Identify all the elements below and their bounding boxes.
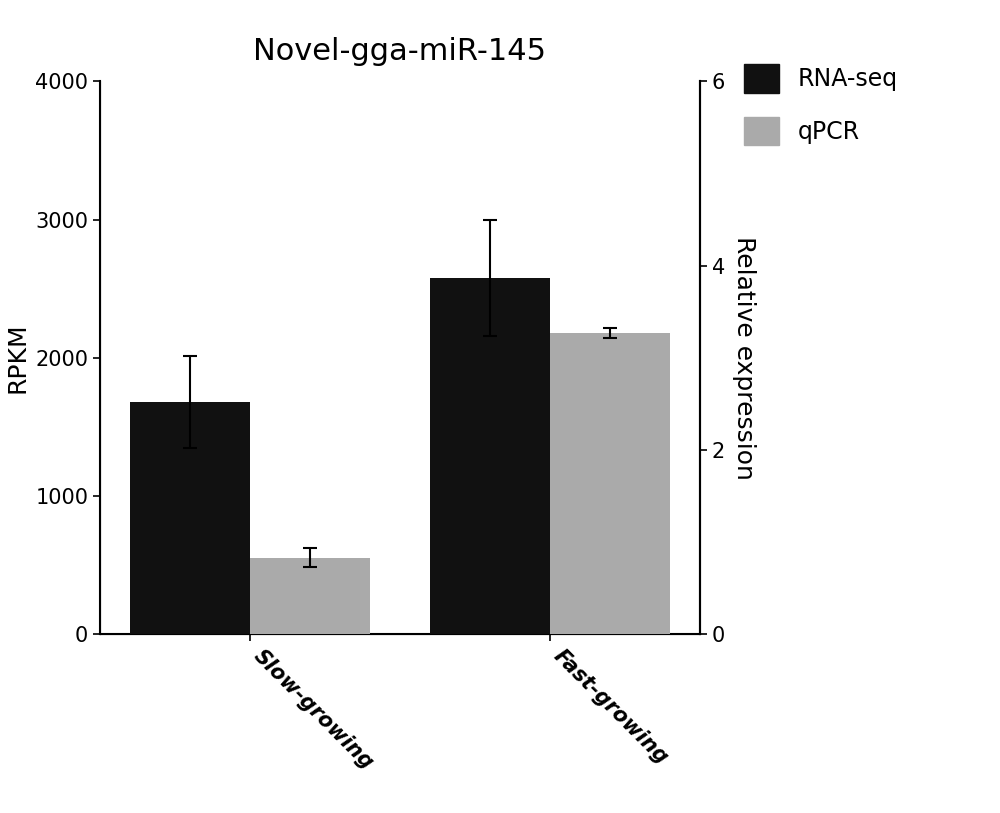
- Bar: [250, 558, 370, 634]
- Bar: [430, 277, 550, 634]
- Y-axis label: Relative expression: Relative expression: [732, 236, 756, 480]
- Bar: [550, 333, 670, 634]
- Y-axis label: RPKM: RPKM: [6, 323, 30, 393]
- Bar: [130, 402, 250, 634]
- Legend: RNA-seq, qPCR: RNA-seq, qPCR: [732, 53, 910, 157]
- Title: Novel-gga-miR-145: Novel-gga-miR-145: [254, 37, 546, 67]
